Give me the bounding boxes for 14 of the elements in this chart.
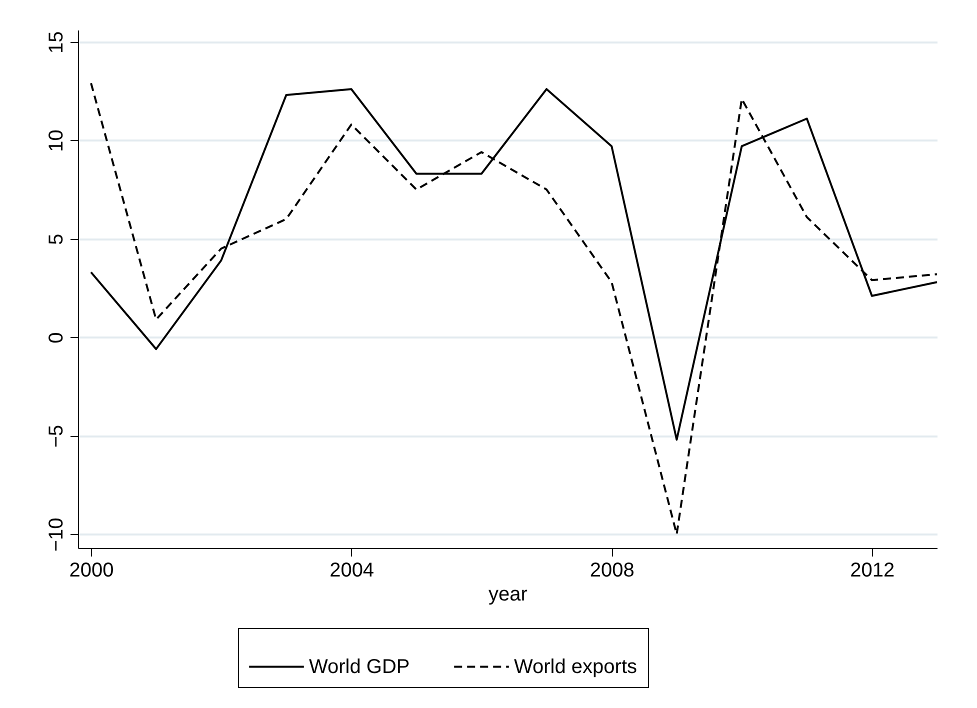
legend-label: World exports: [514, 656, 638, 678]
y-tick-label: 0: [46, 332, 68, 344]
x-tick-label: 2012: [850, 560, 895, 582]
x-tick-label: 2004: [330, 560, 374, 582]
line-series: [90, 82, 938, 536]
x-tick-label: 2000: [69, 560, 114, 582]
y-tick-label: 5: [46, 234, 68, 245]
y-tick-label: −5: [46, 424, 68, 448]
x-axis-title: year: [488, 584, 528, 606]
y-tick-label: −10: [46, 518, 68, 552]
x-tick-label: 2008: [590, 560, 634, 582]
y-tick-label: 15: [46, 31, 68, 54]
y-tick-label: 10: [46, 130, 68, 152]
legend-label: World GDP: [309, 656, 410, 678]
